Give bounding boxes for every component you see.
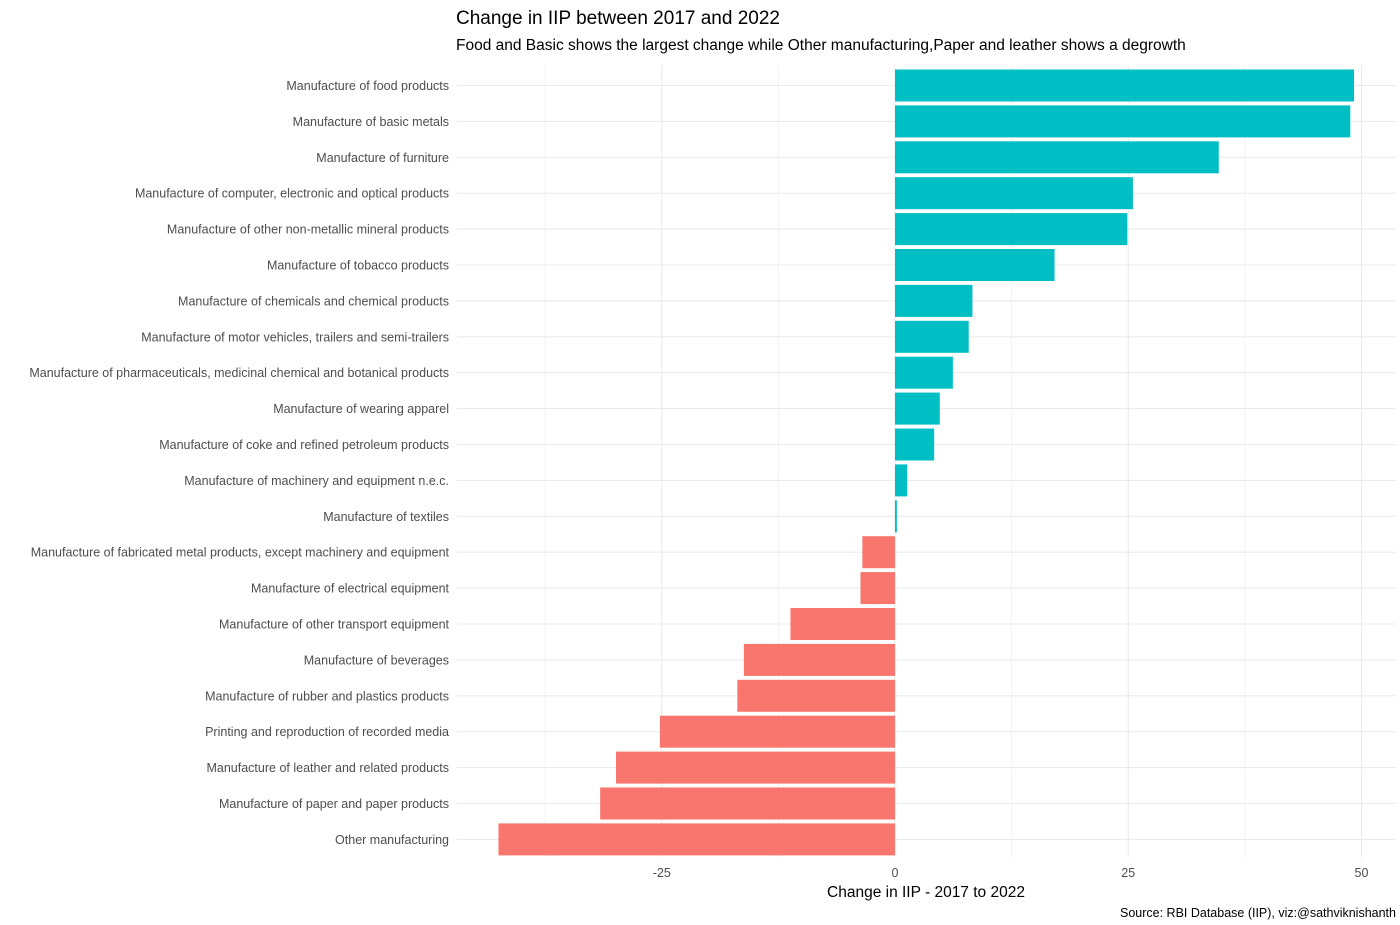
category-label: Manufacture of textiles	[323, 510, 449, 524]
bar	[895, 177, 1133, 210]
category-label: Manufacture of paper and paper products	[219, 797, 449, 811]
x-tick-label: 50	[1355, 866, 1369, 880]
category-label: Manufacture of other non-metallic minera…	[167, 223, 449, 237]
category-label: Manufacture of tobacco products	[267, 259, 449, 273]
category-label: Manufacture of basic metals	[293, 115, 449, 129]
bar	[600, 787, 895, 820]
chart-title: Change in IIP between 2017 and 2022	[456, 8, 780, 29]
category-label: Manufacture of coke and refined petroleu…	[159, 438, 449, 452]
bar	[498, 823, 895, 856]
category-label: Manufacture of rubber and plastics produ…	[205, 689, 449, 703]
bar	[659, 715, 895, 748]
category-label: Other manufacturing	[335, 833, 449, 847]
bar	[895, 69, 1355, 102]
category-label: Manufacture of pharmaceuticals, medicina…	[29, 366, 449, 380]
bar	[895, 464, 908, 497]
bar	[862, 536, 895, 569]
bar	[895, 500, 897, 533]
bar	[895, 320, 969, 353]
chart-caption: Source: RBI Database (IIP), viz:@sathvik…	[1119, 906, 1396, 920]
bar	[895, 141, 1219, 174]
category-label: Manufacture of other transport equipment	[219, 618, 450, 632]
category-label: Printing and reproduction of recorded me…	[205, 725, 449, 739]
category-labels: Manufacture of food products Manufacture …	[29, 79, 449, 847]
x-tick-label: 25	[1121, 866, 1135, 880]
category-label: Manufacture of computer, electronic and …	[135, 187, 449, 201]
bar	[743, 643, 895, 676]
bars	[498, 69, 1355, 856]
chart-subtitle: Food and Basic shows the largest change …	[456, 37, 1186, 54]
bar	[895, 249, 1055, 281]
category-label: Manufacture of machinery and equipment n…	[184, 474, 449, 488]
bar	[895, 284, 973, 317]
category-label: Manufacture of electrical equipment	[251, 582, 450, 596]
category-label: Manufacture of leather and related produ…	[206, 761, 449, 775]
bar	[895, 428, 935, 461]
x-axis-title: Change in IIP - 2017 to 2022	[827, 884, 1025, 901]
bar	[895, 105, 1351, 138]
bar	[895, 356, 953, 389]
category-label: Manufacture of furniture	[316, 151, 449, 165]
category-label: Manufacture of chemicals and chemical pr…	[178, 294, 449, 308]
x-tick-label: -25	[653, 866, 671, 880]
bar	[860, 572, 895, 605]
x-tick-label: 0	[892, 866, 899, 880]
category-label: Manufacture of wearing apparel	[273, 402, 449, 416]
category-label: Manufacture of beverages	[304, 653, 449, 667]
category-label: Manufacture of food products	[286, 79, 449, 93]
x-axis-ticks: -25 0 25 50	[653, 866, 1369, 880]
bar	[790, 608, 895, 640]
bar	[895, 213, 1128, 246]
bar	[616, 751, 895, 784]
bar	[895, 392, 940, 425]
category-label: Manufacture of fabricated metal products…	[31, 546, 450, 560]
bar	[737, 679, 895, 712]
category-label: Manufacture of motor vehicles, trailers …	[141, 330, 449, 344]
